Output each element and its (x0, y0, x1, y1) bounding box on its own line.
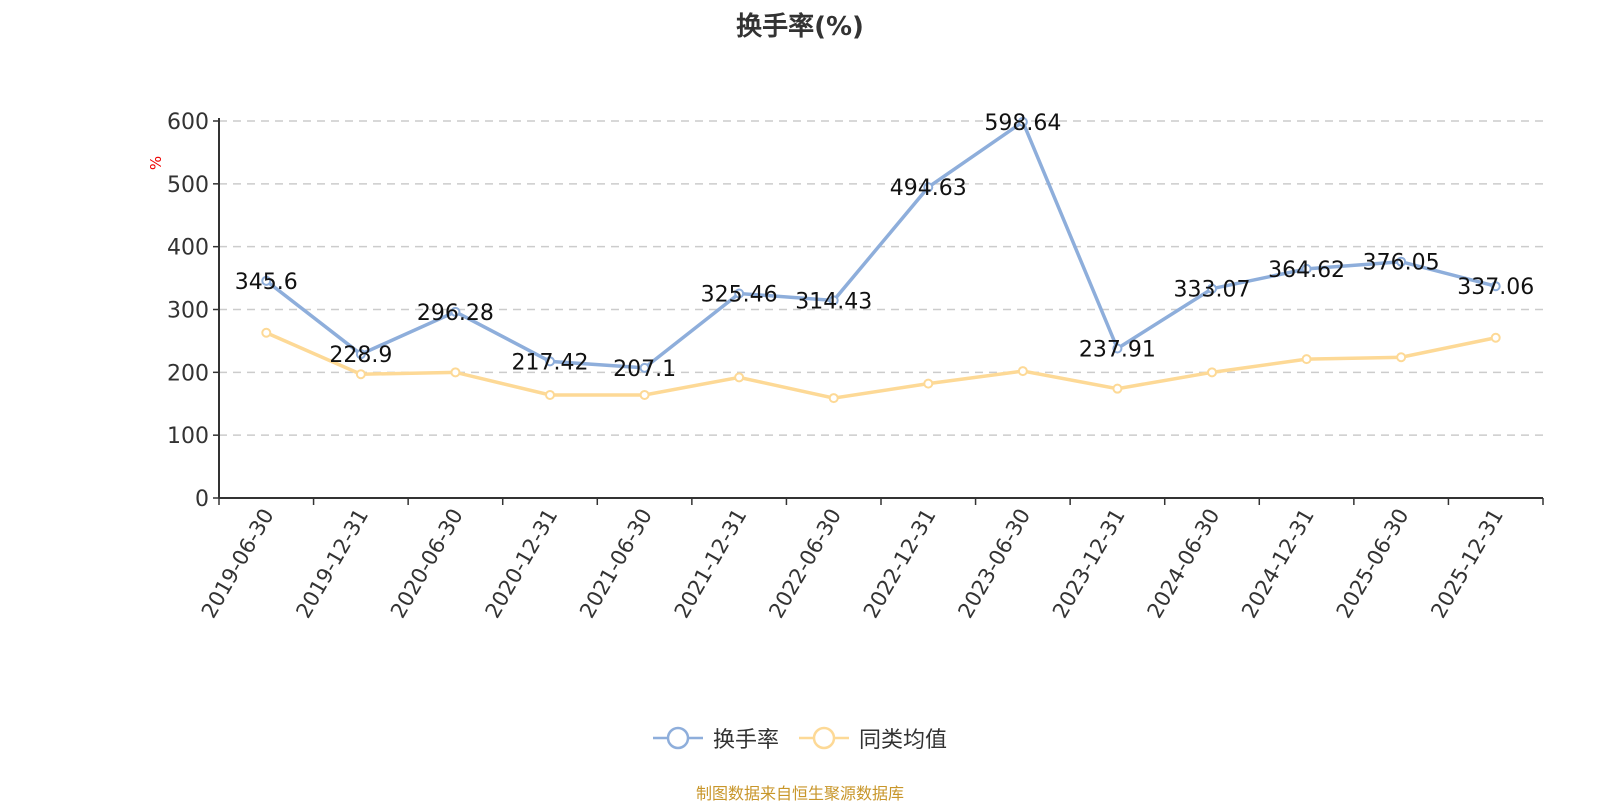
data-label: 296.28 (417, 301, 494, 326)
y-tick-label: 100 (167, 424, 209, 449)
data-label: 494.63 (890, 176, 967, 201)
data-point (923, 182, 934, 193)
x-tick-label: 2021-12-31 (670, 505, 752, 623)
data-point (1490, 332, 1501, 343)
x-tick-label: 2023-06-30 (953, 505, 1035, 623)
x-tick-label: 2022-12-31 (859, 505, 941, 623)
data-label: 345.6 (235, 270, 298, 295)
data-point (923, 378, 934, 389)
legend-item[interactable]: 同类均值 (799, 722, 947, 754)
x-tick-label: 2024-06-30 (1143, 505, 1225, 623)
legend-label: 换手率 (712, 728, 779, 753)
data-point (545, 356, 555, 367)
data-point (1207, 367, 1217, 378)
data-point (450, 306, 461, 317)
data-point (261, 327, 272, 338)
data-point (734, 372, 745, 383)
y-axis-label: % (147, 156, 165, 170)
data-point (1301, 263, 1312, 274)
series-line-同类均值 (265, 331, 1497, 400)
data-label: 337.06 (1457, 275, 1534, 300)
data-point (1396, 256, 1407, 267)
data-label: 228.9 (329, 343, 392, 368)
data-point (1301, 354, 1312, 365)
x-tick-label: 2024-12-31 (1237, 505, 1319, 623)
data-point (639, 389, 650, 400)
y-tick-label: 300 (167, 299, 209, 324)
y-tick-label: 200 (167, 361, 209, 386)
data-point (1112, 343, 1123, 354)
chart-title: 换手率(%) (736, 12, 864, 42)
data-point (828, 393, 839, 404)
data-label: 314.43 (795, 289, 872, 314)
y-tick-label: 0 (195, 487, 209, 512)
x-tick-label: 2020-12-31 (481, 505, 563, 623)
x-tick-label: 2019-06-30 (197, 505, 279, 623)
data-point (1017, 366, 1028, 377)
data-point (261, 275, 272, 286)
data-label: 207.1 (613, 357, 676, 382)
x-tick-label: 2020-06-30 (386, 505, 468, 623)
data-label: 376.05 (1363, 251, 1440, 276)
y-tick-label: 600 (167, 110, 209, 135)
data-label: 364.62 (1268, 258, 1345, 283)
source-footer: 制图数据来自恒生聚源数据库 (695, 784, 904, 803)
data-point (734, 288, 745, 299)
x-tick-label: 2022-06-30 (764, 505, 846, 623)
data-point (1112, 383, 1123, 394)
data-point (828, 295, 839, 306)
series-line-换手率 (265, 119, 1497, 370)
data-point (355, 369, 366, 380)
legend: 换手率 同类均值 (0, 722, 1600, 754)
data-label: 217.42 (512, 350, 589, 375)
legend-item[interactable]: 换手率 (652, 722, 779, 754)
data-point (1396, 352, 1407, 363)
data-point (545, 389, 555, 400)
legend-label: 同类均值 (859, 728, 948, 753)
x-tick-label: 2025-06-30 (1332, 505, 1414, 623)
x-tick-label: 2019-12-31 (291, 505, 373, 623)
x-tick-label: 2021-06-30 (575, 505, 657, 623)
data-label: 598.64 (984, 111, 1061, 136)
data-point (639, 362, 650, 373)
x-tick-label: 2025-12-31 (1426, 505, 1508, 623)
x-tick-label: 2023-12-31 (1048, 505, 1130, 623)
y-tick-label: 500 (167, 173, 209, 198)
data-point (450, 367, 461, 378)
legend-line-circle-icon (799, 726, 849, 750)
data-label: 237.91 (1079, 338, 1156, 363)
data-point (1490, 281, 1501, 292)
data-point (1017, 116, 1028, 127)
data-label: 325.46 (701, 283, 778, 308)
legend-line-circle-icon (652, 726, 703, 750)
data-label: 333.07 (1174, 278, 1251, 303)
data-point (355, 349, 366, 360)
y-tick-label: 400 (167, 236, 209, 261)
data-point (1207, 283, 1217, 294)
